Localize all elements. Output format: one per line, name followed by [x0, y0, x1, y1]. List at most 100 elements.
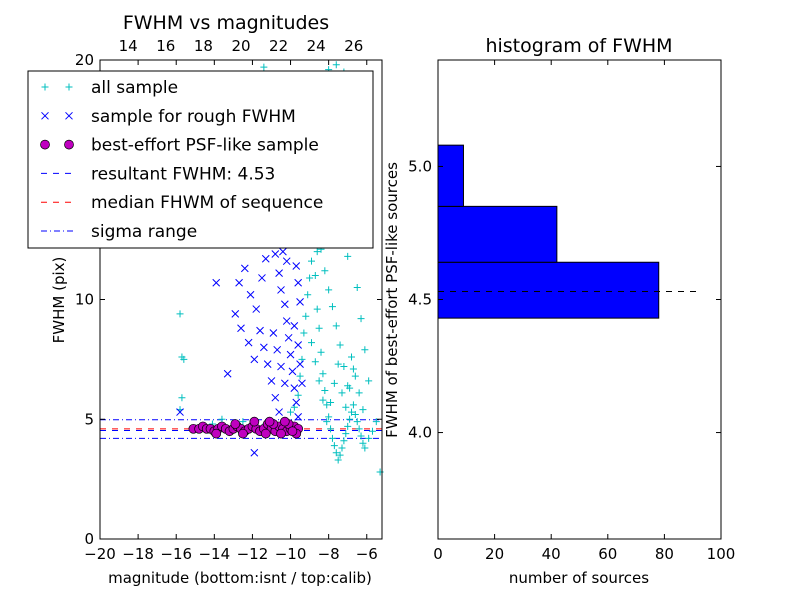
legend-label: sample for rough FWHM [91, 107, 296, 127]
top-x-tick-label: 14 [119, 37, 138, 55]
x-tick-label: −8 [318, 545, 340, 563]
all-sample-point [306, 274, 314, 282]
histogram-bar [437, 144, 464, 207]
all-sample-point [351, 372, 359, 380]
all-sample-point [349, 365, 357, 373]
legend-marker-rough-fwhm [65, 111, 73, 120]
psf-like-point [276, 428, 286, 439]
all-sample-point [260, 63, 268, 71]
scatter-axes: −20 −18 −16 −14 −12 −10 −8 −6 0 5 10 20 14 16 18 20 22 24… [75, 37, 382, 563]
all-sample-point [353, 418, 361, 426]
histogram-y-axis-label: FWHM of best-effort PSF-like sources [383, 162, 401, 438]
x-tick-label: −6 [356, 545, 378, 563]
rough-fwhm-point [235, 278, 243, 287]
histogram-bar [437, 205, 558, 263]
all-sample-point [355, 425, 363, 433]
psf-like-point [260, 428, 271, 439]
rough-fwhm-point [282, 317, 291, 325]
all-sample-point [180, 355, 188, 363]
all-sample-point [357, 315, 365, 323]
all-sample-point [317, 348, 325, 356]
all-sample-point [239, 418, 247, 426]
histogram-x-axis-label: number of sources [509, 569, 649, 587]
all-sample-point [313, 305, 321, 313]
rough-fwhm-point [290, 321, 299, 330]
rough-fwhm-point [273, 345, 282, 354]
rough-fwhm-point [296, 298, 304, 306]
hist-y-tick-label: 4.5 [408, 291, 432, 309]
x-tick-label: −18 [122, 545, 154, 563]
histogram-bar [437, 261, 660, 319]
rough-fwhm-point [223, 369, 232, 378]
top-x-tick-label: 22 [269, 37, 288, 55]
scatter-title: FWHM vs magnitudes [123, 12, 329, 34]
psf-like-point [279, 416, 290, 427]
rough-fwhm-point [294, 341, 303, 349]
all-sample-point [296, 372, 304, 380]
x-tick-label: −20 [84, 545, 116, 563]
y-tick-label: 10 [75, 291, 94, 309]
psf-like-point [249, 416, 260, 427]
rough-fwhm-point [298, 379, 306, 388]
all-sample-point [334, 456, 342, 464]
all-sample-point [319, 370, 327, 378]
legend-marker-psf-like [64, 139, 74, 150]
all-sample-point [336, 341, 344, 349]
rough-fwhm-point [292, 262, 301, 270]
y-tick-label: 5 [84, 410, 94, 428]
top-x-tick-label: 26 [344, 37, 363, 55]
all-sample-point [344, 252, 352, 260]
rough-fwhm-point [250, 448, 259, 457]
rough-fwhm-point [288, 367, 297, 376]
all-sample-point [355, 389, 363, 397]
all-sample-point [218, 415, 226, 423]
legend-frame [27, 70, 374, 249]
rough-fwhm-point [240, 264, 249, 273]
all-sample-point [365, 434, 373, 442]
hist-y-tick-label: 5.0 [408, 157, 432, 175]
all-sample-point [340, 437, 348, 445]
scatter-y-axis-label: FWHM (pix) [50, 257, 68, 344]
legend-marker-all-sample [65, 83, 73, 91]
all-sample-point [346, 415, 354, 423]
top-x-tick-label: 20 [231, 37, 250, 55]
all-sample-point [319, 396, 327, 404]
top-x-tick-label: 24 [307, 37, 326, 55]
psf-like-point [264, 416, 275, 427]
rough-fwhm-point [277, 286, 285, 294]
all-sample-point [351, 410, 359, 418]
all-sample-point [368, 427, 376, 435]
all-sample-point [311, 358, 319, 366]
rough-fwhm-point [294, 413, 303, 421]
rough-fwhm-point [260, 343, 268, 352]
rough-fwhm-point [271, 393, 280, 402]
hist-y-tick-label: 4.0 [408, 424, 432, 442]
all-sample-point [313, 248, 321, 256]
x-tick-label: −12 [237, 545, 269, 563]
all-sample-point [323, 418, 331, 426]
all-sample-point [344, 422, 352, 430]
legend-label: all sample [91, 78, 178, 98]
all-sample-point [308, 257, 315, 265]
all-sample-point [359, 439, 367, 447]
rough-fwhm-point [275, 269, 283, 278]
all-sample-point [342, 403, 350, 411]
all-sample-point [348, 408, 356, 416]
rough-fwhm-point [284, 333, 293, 342]
all-sample-point [359, 406, 367, 414]
rough-fwhm-point [250, 355, 259, 364]
all-sample-point [336, 451, 344, 459]
legend-marker-psf-like [40, 139, 50, 150]
histogram-axes: 0 20 40 60 80 100 4.0 4.5 5.0 [408, 60, 735, 563]
rough-fwhm-point [282, 257, 291, 266]
all-sample-point [315, 377, 323, 385]
all-sample-point [361, 346, 369, 354]
rough-fwhm-point [244, 338, 253, 347]
x-tick-label: −10 [275, 545, 307, 563]
all-sample-point [332, 449, 340, 457]
all-sample-point [353, 284, 361, 292]
all-sample-point [302, 312, 310, 320]
all-sample-point [311, 272, 319, 280]
